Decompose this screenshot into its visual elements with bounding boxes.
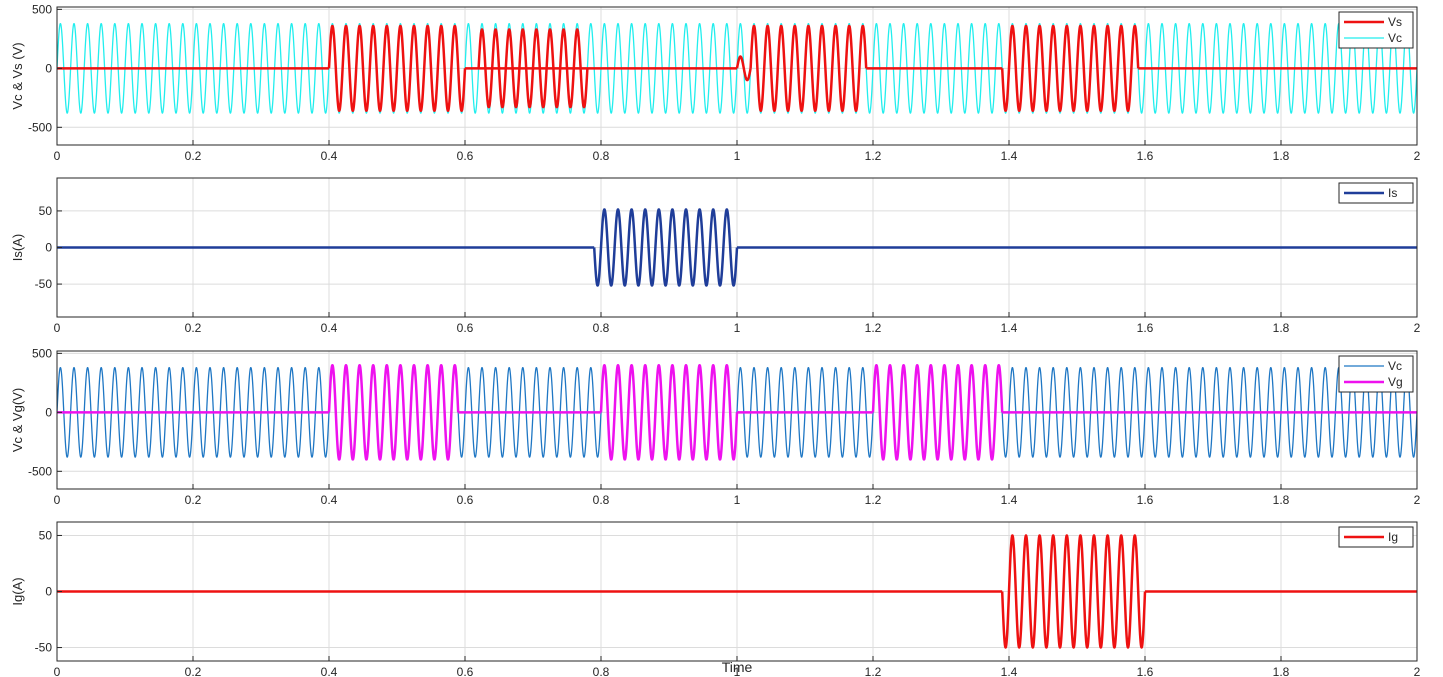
x-tick-label: 1.8 — [1273, 493, 1290, 507]
x-tick-label: 1 — [734, 493, 741, 507]
panel-2: 0 0.2 0.4 0.6 0.8 1 1.2 1.4 1.6 1.8 2 -50 0 50 Is(A) Is — [10, 177, 1421, 335]
series-vg-segment-3 — [599, 364, 739, 461]
x-axis-label: Time — [722, 659, 753, 675]
x-tick-label: 1 — [734, 149, 741, 163]
x-tick-label: 0.2 — [185, 665, 202, 677]
x-tick-label: 1.8 — [1273, 321, 1290, 335]
legend: Vs Vc — [1338, 11, 1414, 49]
x-tick-label: 0.4 — [321, 321, 338, 335]
y-axis-label: Vc & Vg(V) — [10, 388, 25, 452]
x-tick-label: 0.2 — [185, 149, 202, 163]
x-tick-label: 1.4 — [1001, 493, 1018, 507]
x-tick-label: 1.6 — [1137, 321, 1154, 335]
x-tick-label: 0.4 — [321, 665, 338, 677]
x-tick-label: 0.8 — [593, 149, 610, 163]
panel-4: 0 0.2 0.4 0.6 0.8 1 1.2 1.4 1.6 1.8 2-50050Ig(A)Ti… — [10, 521, 1421, 677]
series-vs-segment-1 — [327, 24, 467, 112]
x-tick-label: 0.6 — [457, 149, 474, 163]
y-tick-label: 0 — [45, 241, 52, 255]
y-axis-label: Ig(A) — [10, 577, 25, 605]
x-tick-label: 0 — [54, 149, 61, 163]
x-tick-label: 1.2 — [865, 321, 882, 335]
legend-label-vc: Vc — [1388, 31, 1402, 45]
legend-label-vs: Vs — [1388, 15, 1402, 29]
y-tick-label: 50 — [39, 528, 53, 542]
x-tick-label: 0.8 — [593, 665, 610, 677]
x-tick-label: 1 — [734, 665, 741, 677]
y-tick-label: 500 — [32, 346, 52, 360]
x-tick-label: 0.2 — [185, 321, 202, 335]
x-tick-label: 0.6 — [457, 665, 474, 677]
y-tick-label: 0 — [45, 585, 52, 599]
y-tick-label: 0 — [45, 405, 52, 419]
x-tick-label: 1.4 — [1001, 665, 1018, 677]
legend-label-vc: Vc — [1388, 359, 1402, 373]
x-tick-label: 1.4 — [1001, 321, 1018, 335]
legend: Is — [1338, 182, 1414, 204]
x-tick-label: 1.6 — [1137, 493, 1154, 507]
x-tick-label: 0 — [54, 493, 61, 507]
y-tick-label: -500 — [28, 464, 52, 478]
x-tick-label: 1.4 — [1001, 149, 1018, 163]
x-tick-label: 1.2 — [865, 665, 882, 677]
y-tick-label: 0 — [45, 61, 52, 75]
x-tick-label: 1.8 — [1273, 149, 1290, 163]
x-tick-label: 2 — [1414, 149, 1421, 163]
y-tick-label: 50 — [39, 204, 53, 218]
legend-label-ig: Ig — [1388, 530, 1398, 544]
x-tick-label: 0.4 — [321, 493, 338, 507]
x-tick-label: 0.4 — [321, 149, 338, 163]
y-tick-label: -50 — [35, 641, 53, 655]
x-tick-label: 2 — [1414, 665, 1421, 677]
legend-box — [1338, 355, 1414, 393]
x-tick-label: 1.8 — [1273, 665, 1290, 677]
y-tick-label: -500 — [28, 120, 52, 134]
series-vs-segment-8 — [1000, 24, 1140, 112]
legend-box — [1338, 11, 1414, 49]
series-vs-segment-6 — [749, 24, 868, 112]
x-tick-label: 0.8 — [593, 493, 610, 507]
x-tick-label: 2 — [1414, 493, 1421, 507]
x-tick-label: 0.2 — [185, 493, 202, 507]
y-tick-label: 500 — [32, 2, 52, 16]
series-ig-segment-1 — [1000, 534, 1147, 649]
x-tick-label: 1 — [734, 321, 741, 335]
x-tick-label: 0.6 — [457, 321, 474, 335]
y-axis-label: Vc & Vs (V) — [10, 42, 25, 109]
series-vg-segment-5 — [871, 364, 1004, 461]
x-tick-label: 1.6 — [1137, 665, 1154, 677]
panel-1: 0 0.2 0.4 0.6 0.8 1 1.2 1.4 1.6 1.8 2 -500 0 500 Vc & … — [10, 2, 1421, 163]
legend-label-vg: Vg — [1388, 375, 1403, 389]
legend-label-is: Is — [1388, 186, 1397, 200]
x-tick-label: 0.6 — [457, 493, 474, 507]
panel-3: 0 0.2 0.4 0.6 0.8 1 1.2 1.4 1.6 1.8 2 -500 0 500 Vc & … — [10, 346, 1421, 507]
y-axis-label: Is(A) — [10, 234, 25, 261]
legend: Ig — [1338, 526, 1414, 548]
x-tick-label: 0 — [54, 321, 61, 335]
x-tick-label: 0 — [54, 665, 61, 677]
x-tick-label: 0.8 — [593, 321, 610, 335]
series-vs-segment-5 — [735, 55, 752, 82]
legend: Vc Vg — [1338, 355, 1414, 393]
series-vs-segment-3 — [477, 28, 589, 109]
series-is-segment-1 — [592, 208, 739, 287]
series-vg-segment-1 — [327, 364, 460, 461]
x-tick-label: 2 — [1414, 321, 1421, 335]
x-tick-label: 1.2 — [865, 149, 882, 163]
x-tick-label: 1.6 — [1137, 149, 1154, 163]
x-tick-label: 1.2 — [865, 493, 882, 507]
y-tick-label: -50 — [35, 277, 53, 291]
